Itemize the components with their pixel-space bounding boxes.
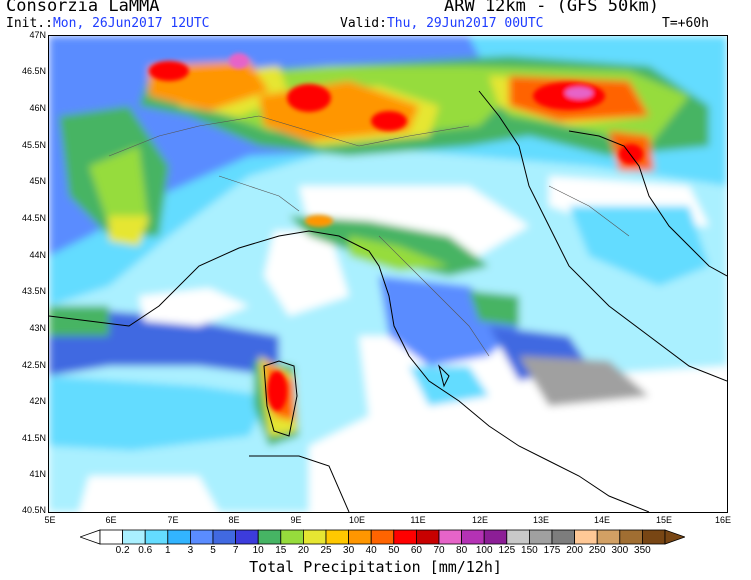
- lon-tick-11e: 11E: [410, 515, 426, 525]
- lat-tick-46n: 46N: [29, 103, 46, 113]
- scale-label: 7: [232, 545, 239, 556]
- scale-swatch: [302, 529, 327, 545]
- valid-time: Valid:Thu, 29Jun2017 00UTC: [340, 16, 544, 31]
- lon-tick-8e: 8E: [228, 515, 240, 525]
- borders: [108, 115, 630, 357]
- scale-arrow-max: [664, 529, 685, 545]
- scale-label: 300: [611, 545, 629, 556]
- scale-swatch: [190, 529, 214, 545]
- lon-tick-6e: 6E: [105, 515, 117, 525]
- map-canvas: [49, 36, 727, 512]
- lat-tick-41-5n: 41.5N: [21, 433, 46, 443]
- scale-swatch: [438, 529, 463, 545]
- scale-label: 200: [566, 545, 583, 556]
- scale-swatch: [574, 529, 598, 545]
- lon-tick-10e: 10E: [348, 515, 366, 525]
- lat-tick-43n: 43N: [29, 323, 46, 333]
- scale-swatch: [235, 529, 259, 545]
- lat-tick-41n: 41N: [29, 469, 46, 479]
- lon-tick-5e: 5E: [44, 515, 56, 525]
- lat-tick-42-5n: 42.5N: [21, 360, 46, 370]
- scale-arrow-min: [80, 529, 101, 545]
- lon-tick-13e: 13E: [532, 515, 550, 525]
- model-title: ARW 12km - (GFS 50km): [444, 0, 659, 16]
- scale-swatch: [551, 529, 576, 545]
- scale-label: 1: [165, 545, 171, 556]
- scale-label: 0.6: [138, 545, 153, 556]
- scale-swatch: [280, 529, 304, 545]
- lat-tick-44n: 44N: [29, 250, 46, 260]
- legend-title: Total Precipitation [mm/12h]: [249, 558, 502, 576]
- scale-swatch: [348, 529, 372, 545]
- init-value: Mon, 26Jun2017 12UTC: [52, 16, 210, 31]
- scale-swatch: [167, 529, 191, 545]
- precip-field: [49, 36, 727, 512]
- scale-swatch: [483, 529, 508, 545]
- scale-label: 70: [433, 545, 445, 556]
- lon-tick-15e: 15E: [655, 515, 673, 525]
- scale-label: 60: [410, 545, 422, 556]
- lat-tick-45-5n: 45.5N: [21, 140, 46, 150]
- valid-value: Thu, 29Jun2017 00UTC: [386, 16, 544, 31]
- scale-label: 25: [320, 545, 332, 556]
- scale-label: 5: [210, 545, 216, 556]
- scale-label: 40: [365, 545, 377, 556]
- coastlines: [49, 90, 727, 512]
- scale-label: 30: [343, 545, 355, 556]
- scale-label: 0.2: [115, 545, 130, 556]
- scale-swatch: [461, 529, 485, 545]
- scale-label: 10: [252, 545, 264, 556]
- scale-label: 250: [588, 545, 606, 556]
- scale-swatch: [122, 529, 146, 545]
- scale-label: 15: [275, 545, 287, 556]
- scale-swatch: [528, 529, 553, 545]
- scale-swatch: [212, 529, 237, 545]
- scale-swatch: [325, 529, 350, 545]
- scale-label: 20: [297, 545, 309, 556]
- scale-label: 3: [187, 545, 194, 556]
- scale-label: 150: [521, 545, 538, 556]
- scale-label: 350: [634, 545, 651, 556]
- lat-tick-44-5n: 44.5N: [21, 213, 46, 223]
- init-label: Init.:: [6, 16, 53, 31]
- lon-tick-14e: 14E: [593, 515, 611, 525]
- precipitation-map: [48, 35, 728, 513]
- scale-swatch: [619, 529, 643, 545]
- lat-tick-46-5n: 46.5N: [21, 66, 46, 76]
- color-scale-bar: [80, 529, 685, 545]
- lat-tick-42n: 42N: [29, 396, 46, 406]
- lon-tick-7e: 7E: [167, 515, 179, 525]
- scale-swatch: [370, 529, 395, 545]
- forecast-step: T=+60h: [662, 16, 709, 31]
- precip-cores: [149, 53, 643, 411]
- scale-label: 125: [498, 545, 516, 556]
- lat-tick-40-5n: 40.5N: [21, 505, 46, 515]
- scale-swatch: [596, 529, 621, 545]
- lat-tick-43-5n: 43.5N: [21, 286, 46, 296]
- scale-swatch: [506, 529, 530, 545]
- lon-tick-12e: 12E: [471, 515, 489, 525]
- scale-label: 50: [388, 545, 400, 556]
- lon-tick-9e: 9E: [290, 515, 302, 525]
- lat-tick-47n: 47N: [29, 30, 46, 40]
- init-time: Init.:Mon, 26Jun2017 12UTC: [6, 16, 210, 31]
- lon-tick-16e: 16E: [714, 515, 732, 525]
- scale-label: 100: [475, 545, 493, 556]
- scale-swatch: [393, 529, 417, 545]
- scale-swatch: [144, 529, 169, 545]
- scale-swatch: [257, 529, 282, 545]
- scale-swatch: [415, 529, 440, 545]
- lat-tick-45n: 45N: [29, 176, 46, 186]
- scale-label: 175: [543, 545, 561, 556]
- scale-label: 80: [456, 545, 468, 556]
- scale-swatch: [642, 529, 666, 545]
- scale-swatch: [99, 529, 124, 545]
- source-title: Consorzia LaMMA: [6, 0, 160, 16]
- valid-label: Valid:: [340, 16, 387, 31]
